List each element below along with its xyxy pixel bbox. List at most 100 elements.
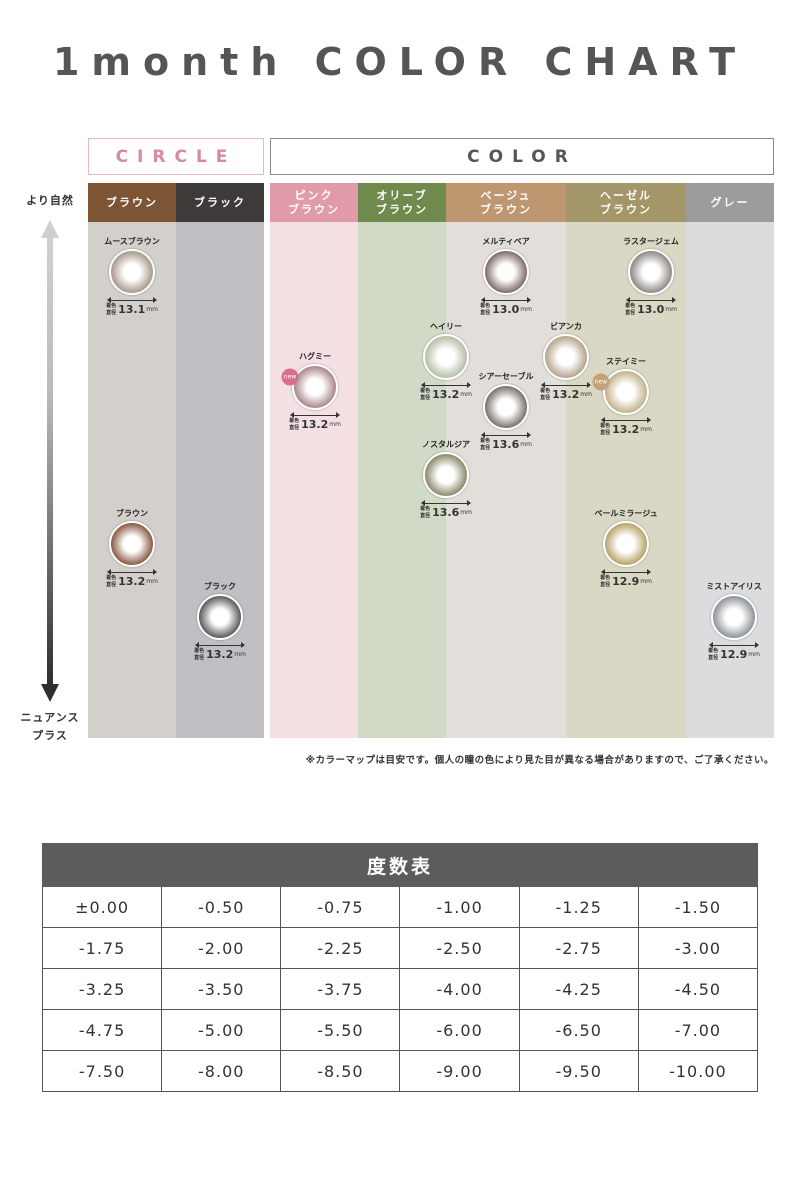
- diameter-caption: 着色直径: [540, 388, 551, 401]
- column-body: [176, 222, 264, 738]
- lens-diameter: 着色直径 13.0 mm: [480, 303, 532, 316]
- group-circle: CIRCLE: [88, 138, 264, 175]
- double-arrow-icon: [195, 642, 245, 648]
- double-arrow-icon: [421, 382, 471, 388]
- power-value: -9.50: [518, 1050, 639, 1092]
- disclaimer-note: ※カラーマップは目安です。個人の瞳の色により見た目が異なる場合がありますので、ご…: [305, 755, 774, 766]
- lens-image: [628, 249, 674, 295]
- column-header: ブラック: [176, 183, 264, 222]
- diameter-value: 13.1: [118, 303, 146, 316]
- diameter-value: 13.2: [118, 575, 146, 588]
- power-value: -0.50: [161, 886, 282, 928]
- diameter-value: 13.2: [432, 388, 460, 401]
- lens-diameter: 着色直径 13.2 mm: [600, 423, 652, 436]
- column-header: ブラウン: [88, 183, 176, 222]
- double-arrow-icon: [107, 297, 157, 303]
- lens-diameter: 着色直径 13.2 mm: [289, 418, 341, 431]
- lens-diameter: 着色直径 13.2 mm: [106, 575, 158, 588]
- lens-image: [109, 521, 155, 567]
- column-body: [566, 222, 686, 738]
- lens-image: [603, 369, 649, 415]
- double-arrow-icon: [290, 412, 340, 418]
- lens-name: ノスタルジア: [422, 440, 470, 449]
- diameter-unit: mm: [234, 651, 246, 658]
- diameter-caption: 着色直径: [289, 418, 300, 431]
- table-row: -4.75 -5.00 -5.50 -6.00 -6.50 -7.00: [41, 1009, 759, 1051]
- power-value: -0.75: [280, 886, 401, 928]
- column-header: ピンク ブラウン: [270, 183, 358, 222]
- power-value: -4.50: [637, 968, 759, 1010]
- power-table: 度数表 ±0.00 -0.50 -0.75 -1.00 -1.25 -1.50 -1.75-…: [41, 843, 759, 1092]
- diameter-caption: 着色直径: [420, 388, 431, 401]
- column-body: [88, 222, 176, 738]
- power-value: -3.25: [41, 968, 163, 1010]
- lens-name: ヘイリー: [430, 322, 462, 331]
- diameter-caption: 着色直径: [480, 438, 491, 451]
- power-value: -4.75: [41, 1009, 163, 1051]
- power-value: -7.50: [41, 1050, 163, 1092]
- diameter-value: 13.2: [612, 423, 640, 436]
- new-badge: new: [592, 373, 610, 391]
- lens-name: メルティベア: [482, 237, 530, 246]
- new-badge: new: [281, 368, 299, 386]
- diameter-unit: mm: [640, 578, 652, 585]
- diameter-value: 13.2: [301, 418, 329, 431]
- diameter-unit: mm: [146, 578, 158, 585]
- column-header: ヘーゼル ブラウン: [566, 183, 686, 222]
- power-value: -1.00: [399, 886, 520, 928]
- diameter-unit: mm: [460, 391, 472, 398]
- lens-image: [543, 334, 589, 380]
- diameter-unit: mm: [146, 306, 158, 313]
- table-row: ±0.00 -0.50 -0.75 -1.00 -1.25 -1.50: [41, 886, 759, 928]
- diameter-value: 13.6: [492, 438, 520, 451]
- lens-name: ステイミー: [606, 357, 646, 366]
- axis-bottom-label: ニュアンス プラス: [20, 711, 80, 742]
- diameter-unit: mm: [640, 426, 652, 433]
- power-value: -2.75: [518, 927, 639, 969]
- power-value: -1.25: [518, 886, 639, 928]
- diameter-caption: 着色直径: [600, 575, 611, 588]
- power-value: -4.00: [399, 968, 520, 1010]
- lens-image: [483, 384, 529, 430]
- power-value: -8.50: [280, 1050, 401, 1092]
- double-arrow-icon: [541, 382, 591, 388]
- power-value: -1.75: [41, 927, 163, 969]
- diameter-value: 13.0: [637, 303, 665, 316]
- diameter-caption: 着色直径: [708, 648, 719, 661]
- lens-image: [423, 334, 469, 380]
- lens-name: ラスタージェム: [623, 237, 679, 246]
- power-table-title: 度数表: [42, 843, 758, 887]
- diameter-unit: mm: [748, 651, 760, 658]
- diameter-caption: 着色直径: [480, 303, 491, 316]
- lens-diameter: 着色直径 13.6 mm: [420, 506, 472, 519]
- axis-arrow-shaft: [47, 236, 53, 686]
- lens-name: ブラウン: [116, 509, 148, 518]
- double-arrow-icon: [107, 569, 157, 575]
- lens-image: [423, 452, 469, 498]
- lens-diameter: 着色直径 13.2 mm: [194, 648, 246, 661]
- power-value: -3.00: [637, 927, 759, 969]
- diameter-unit: mm: [520, 306, 532, 313]
- double-arrow-icon: [481, 297, 531, 303]
- lens-image: [603, 521, 649, 567]
- lens-diameter: 着色直径 13.1 mm: [106, 303, 158, 316]
- power-value: -6.00: [399, 1009, 520, 1051]
- double-arrow-icon: [601, 417, 651, 423]
- power-value: -2.25: [280, 927, 401, 969]
- power-value: -3.50: [161, 968, 282, 1010]
- lens-diameter: 着色直径 13.0 mm: [625, 303, 677, 316]
- diameter-caption: 着色直径: [600, 423, 611, 436]
- double-arrow-icon: [626, 297, 676, 303]
- column-header: グレー: [686, 183, 774, 222]
- diameter-unit: mm: [580, 391, 592, 398]
- lens-image: [109, 249, 155, 295]
- column-body: [686, 222, 774, 738]
- diameter-caption: 着色直径: [420, 506, 431, 519]
- double-arrow-icon: [421, 500, 471, 506]
- power-value: ±0.00: [41, 886, 163, 928]
- table-row: -3.25 -3.50 -3.75 -4.00 -4.25 -4.50: [41, 968, 759, 1010]
- lens-name: ブラック: [204, 582, 236, 591]
- diameter-caption: 着色直径: [106, 303, 117, 316]
- lens-diameter: 着色直径 13.6 mm: [480, 438, 532, 451]
